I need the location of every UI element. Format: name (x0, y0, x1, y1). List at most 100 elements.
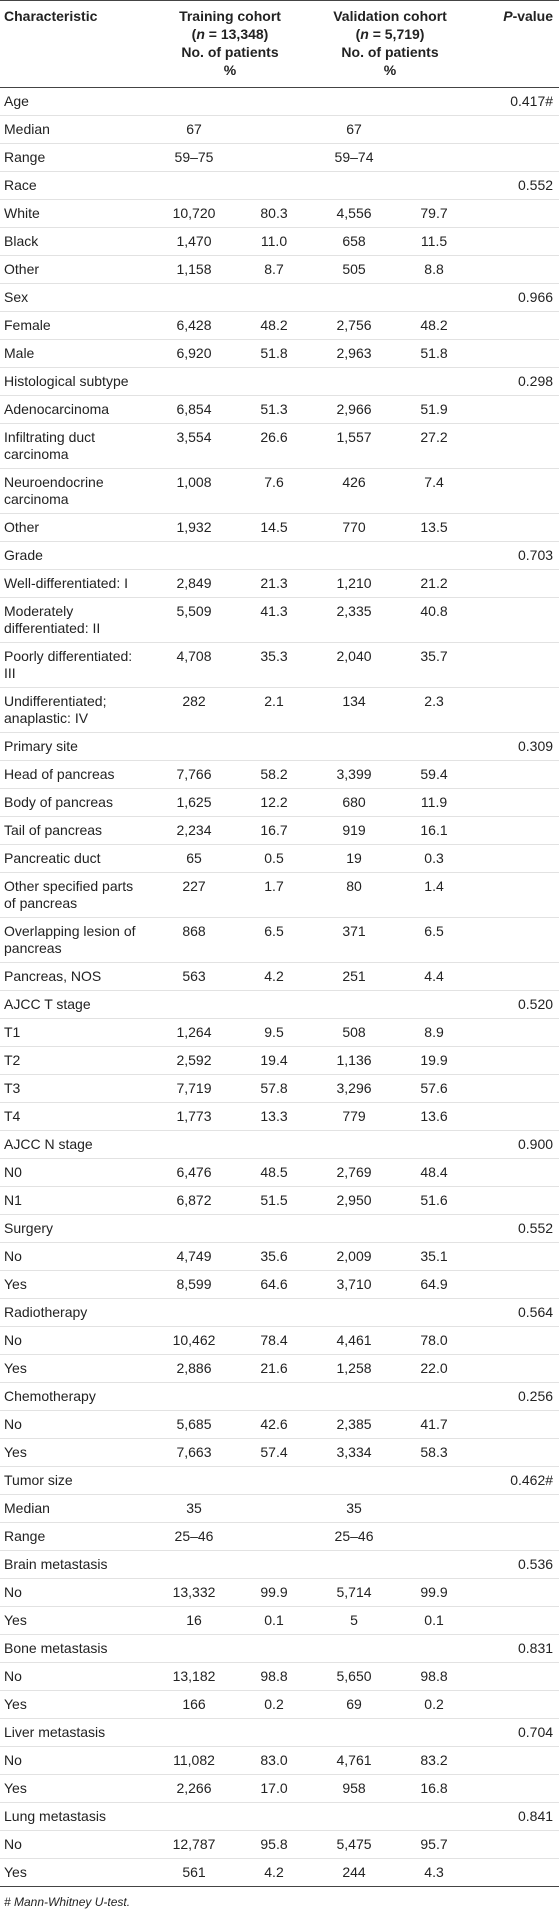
table-cell: 7.6 (238, 468, 311, 514)
table-cell: 25–46 (310, 1522, 399, 1551)
table-cell: 4.2 (238, 1858, 311, 1887)
table-cell: 2,849 (150, 569, 238, 598)
table-cell (238, 1718, 311, 1747)
table-cell: 17.0 (238, 1774, 311, 1803)
table-row: No 4,749 35.6 2,009 35.1 (0, 1242, 559, 1271)
table-cell: 5,650 (310, 1662, 399, 1691)
table-cell (238, 1634, 311, 1663)
table-body: Age 0.417# Median 67 67 Range 59–75 59–74 Race 0.… (0, 87, 559, 1887)
table-row: T3 7,719 57.8 3,296 57.6 (0, 1074, 559, 1103)
table-cell: Yes (0, 1858, 150, 1887)
table-cell: 1,210 (310, 569, 399, 598)
table-cell: Liver metastasis (0, 1718, 150, 1747)
table-cell: 16 (150, 1606, 238, 1635)
table-cell: 7.4 (398, 468, 471, 514)
table-cell (398, 115, 471, 144)
table-cell: 27.2 (398, 423, 471, 469)
table-cell: 6.5 (238, 917, 311, 963)
table-cell: 95.8 (238, 1830, 311, 1859)
table-cell: 48.5 (238, 1158, 311, 1187)
table-cell: 0.831 (470, 1634, 559, 1663)
table-cell (470, 1830, 559, 1859)
table-cell: 98.8 (398, 1662, 471, 1691)
table-cell (398, 87, 471, 116)
table-row: Undifferentiated; anaplastic: IV 282 2.1 13… (0, 687, 559, 733)
table-cell: 4,749 (150, 1242, 238, 1271)
table-cell: 83.0 (238, 1746, 311, 1775)
table-cell: T1 (0, 1018, 150, 1047)
table-row: Well-differentiated: I 2,849 21.3 1,210 21.2 (0, 569, 559, 598)
table-cell: 2,963 (310, 339, 399, 368)
table-cell: 227 (150, 872, 238, 918)
table-cell (310, 1634, 399, 1663)
table-cell: Median (0, 115, 150, 144)
table-cell: 59–75 (150, 143, 238, 172)
table-cell (398, 1130, 471, 1159)
table-row: Range 59–75 59–74 (0, 143, 559, 172)
table-cell: 78.4 (238, 1326, 311, 1355)
table-cell: 251 (310, 962, 399, 991)
table-cell (150, 1130, 238, 1159)
table-cell: 166 (150, 1690, 238, 1719)
table-cell: 8.8 (398, 255, 471, 284)
table-cell: 19.4 (238, 1046, 311, 1075)
header-text: Training cohort (179, 8, 281, 24)
table-cell: Pancreatic duct (0, 844, 150, 873)
table-cell: Tumor size (0, 1466, 150, 1495)
table-cell (470, 1410, 559, 1439)
table-row: Liver metastasis 0.704 (0, 1718, 559, 1747)
table-row: Range 25–46 25–46 (0, 1522, 559, 1551)
table-cell: No (0, 1746, 150, 1775)
table-cell (150, 1634, 238, 1663)
table-cell: 244 (310, 1858, 399, 1887)
table-cell: 508 (310, 1018, 399, 1047)
table-cell: 7,663 (150, 1438, 238, 1467)
table-cell: 1,470 (150, 227, 238, 256)
table-cell: 1.4 (398, 872, 471, 918)
table-cell: 0.841 (470, 1802, 559, 1831)
table-cell (470, 1242, 559, 1271)
table-cell: 2,385 (310, 1410, 399, 1439)
table-cell: 1.7 (238, 872, 311, 918)
table-cell (470, 1578, 559, 1607)
table-cell: 8.9 (398, 1018, 471, 1047)
table-row: AJCC T stage 0.520 (0, 990, 559, 1019)
table-cell (150, 1550, 238, 1579)
table-cell: 7,766 (150, 760, 238, 789)
table-cell: No (0, 1242, 150, 1271)
table-cell: 10,720 (150, 199, 238, 228)
table-row: Other 1,158 8.7 505 8.8 (0, 255, 559, 284)
table-cell: 1,625 (150, 788, 238, 817)
table-cell (470, 816, 559, 845)
table-cell (310, 990, 399, 1019)
table-cell (150, 1718, 238, 1747)
header-text: = 13,348) (204, 26, 269, 42)
table-cell (238, 283, 311, 312)
table-cell: Histological subtype (0, 367, 150, 396)
table-cell: 16.7 (238, 816, 311, 845)
table-cell (238, 1494, 311, 1523)
table-cell: 4,761 (310, 1746, 399, 1775)
table-cell (398, 1494, 471, 1523)
table-cell (398, 1550, 471, 1579)
table-cell: 3,296 (310, 1074, 399, 1103)
table-cell: 67 (150, 115, 238, 144)
table-cell: 282 (150, 687, 238, 733)
table-cell (470, 1494, 559, 1523)
table-cell: Black (0, 227, 150, 256)
table-cell: Other (0, 513, 150, 542)
table-cell (310, 541, 399, 570)
table-row: Histological subtype 0.298 (0, 367, 559, 396)
table-cell (238, 1130, 311, 1159)
table-row: N1 6,872 51.5 2,950 51.6 (0, 1186, 559, 1215)
table-row: Male 6,920 51.8 2,963 51.8 (0, 339, 559, 368)
footnote: # Mann-Whitney U-test. (4, 1895, 131, 1909)
table-cell (470, 760, 559, 789)
table-cell: 680 (310, 788, 399, 817)
table-cell (470, 844, 559, 873)
table-cell: 67 (310, 115, 399, 144)
table-row: Tumor size 0.462# (0, 1466, 559, 1495)
table-row: Radiotherapy 0.564 (0, 1298, 559, 1327)
table-cell: Yes (0, 1690, 150, 1719)
table-row: Yes 166 0.2 69 0.2 (0, 1690, 559, 1719)
